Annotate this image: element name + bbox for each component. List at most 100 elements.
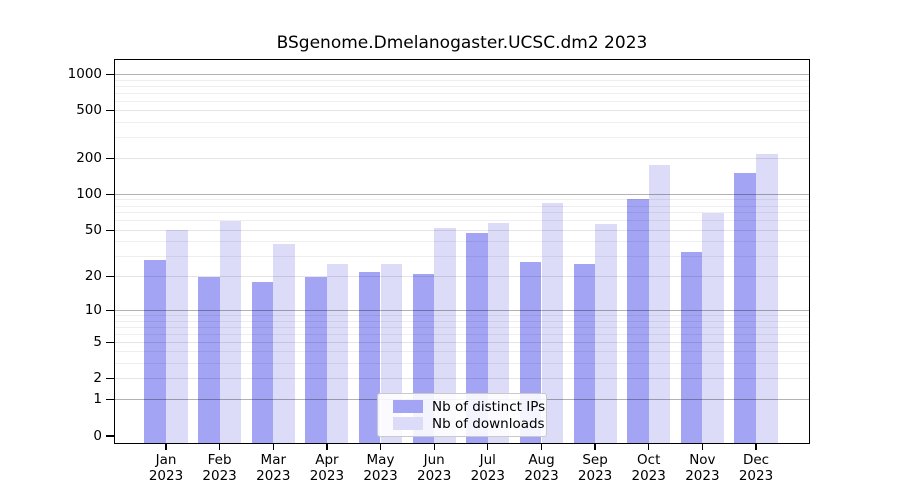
y-tick-label-500: 500 bbox=[76, 102, 102, 119]
grid-line-20 bbox=[114, 276, 810, 278]
y-tick-label-50: 50 bbox=[84, 221, 102, 238]
bar-distinct-ips-dec bbox=[734, 173, 756, 444]
x-tick-label-dec: Dec 2023 bbox=[738, 452, 774, 484]
grid-layer bbox=[114, 59, 810, 444]
grid-line-50 bbox=[114, 229, 810, 231]
bar-distinct-ips-jan bbox=[144, 259, 166, 444]
grid-line-100 bbox=[114, 194, 810, 195]
minor-grid-line-900 bbox=[114, 79, 810, 81]
x-tick-label-sep: Sep 2023 bbox=[577, 452, 613, 484]
y-tick-0 bbox=[106, 435, 114, 437]
bar-downloads-jul bbox=[487, 222, 510, 444]
bar-downloads-oct bbox=[648, 165, 671, 444]
bar-downloads-dec bbox=[756, 153, 778, 444]
minor-grid-line-30 bbox=[114, 255, 810, 257]
x-tick-label-jul: Jul 2023 bbox=[470, 452, 505, 484]
y-tick-100 bbox=[106, 193, 114, 196]
bar-distinct-ips-may bbox=[358, 271, 381, 444]
x-tick-label-mar: Mar 2023 bbox=[256, 452, 291, 484]
grid-line-1000 bbox=[114, 73, 810, 75]
bar-downloads-nov bbox=[702, 212, 724, 444]
downloads-swatch-icon bbox=[393, 417, 423, 430]
bar-distinct-ips-feb bbox=[198, 276, 220, 444]
legend-item-downloads: Nb of downloads bbox=[393, 415, 545, 432]
y-tick-1000 bbox=[106, 73, 114, 76]
bar-distinct-ips-mar bbox=[251, 281, 274, 444]
bar-downloads-jun bbox=[434, 228, 456, 444]
minor-grid-line-60 bbox=[114, 220, 810, 222]
minor-grid-line-400 bbox=[114, 121, 810, 123]
grid-line-200 bbox=[114, 158, 810, 159]
minor-grid-line-4 bbox=[114, 351, 810, 353]
minor-grid-line-300 bbox=[114, 136, 810, 138]
minor-grid-line-6 bbox=[114, 333, 810, 335]
legend-item-distinct-ips: Nb of distinct IPs bbox=[393, 398, 545, 415]
x-tick-sep bbox=[594, 444, 596, 450]
bar-distinct-ips-jul bbox=[466, 233, 488, 444]
legend: Nb of distinct IPs Nb of downloads bbox=[377, 393, 547, 437]
minor-grid-line-9 bbox=[114, 315, 810, 316]
bar-distinct-ips-oct bbox=[627, 199, 649, 444]
bar-distinct-ips-sep bbox=[573, 263, 596, 444]
x-tick-label-may: May 2023 bbox=[363, 452, 398, 484]
y-tick-label-1000: 1000 bbox=[67, 65, 102, 82]
bar-downloads-feb bbox=[219, 220, 242, 444]
y-tick-label-200: 200 bbox=[76, 150, 102, 166]
grid-line-5 bbox=[114, 341, 810, 343]
minor-grid-line-70 bbox=[114, 212, 810, 214]
y-tick-200 bbox=[106, 157, 114, 160]
x-tick-label-oct: Oct 2023 bbox=[631, 452, 666, 484]
legend-label-downloads: Nb of downloads bbox=[432, 415, 545, 432]
chart-title: BSgenome.Dmelanogaster.UCSC.dm2 2023 bbox=[276, 33, 648, 53]
y-tick-label-0: 0 bbox=[93, 427, 102, 444]
x-tick-label-apr: Apr 2023 bbox=[309, 452, 345, 484]
y-tick-label-20: 20 bbox=[84, 268, 102, 285]
x-tick-jan bbox=[165, 444, 167, 450]
x-tick-dec bbox=[755, 444, 757, 450]
y-tick-label-2: 2 bbox=[93, 370, 102, 386]
x-tick-oct bbox=[648, 444, 650, 450]
legend-label-distinct-ips: Nb of distinct IPs bbox=[432, 398, 546, 415]
bar-downloads-apr bbox=[326, 263, 349, 444]
x-tick-label-nov: Nov 2023 bbox=[685, 452, 720, 484]
y-tick-label-10: 10 bbox=[84, 302, 102, 318]
y-tick-label-1: 1 bbox=[93, 391, 102, 408]
minor-grid-line-80 bbox=[114, 205, 810, 207]
plot-area: Nb of distinct IPs Nb of downloads bbox=[114, 59, 810, 444]
minor-grid-line-7 bbox=[114, 326, 810, 328]
y-tick-20 bbox=[106, 276, 114, 278]
x-tick-aug bbox=[540, 444, 543, 450]
bar-downloads-mar bbox=[273, 244, 295, 444]
y-tick-500 bbox=[106, 110, 114, 112]
grid-line-10 bbox=[114, 310, 810, 311]
minor-grid-line-8 bbox=[114, 320, 810, 322]
bar-distinct-ips-apr bbox=[305, 276, 327, 444]
y-tick-50 bbox=[106, 229, 114, 231]
distinct-ips-swatch-icon bbox=[393, 400, 423, 413]
bar-distinct-ips-nov bbox=[680, 251, 703, 444]
bar-downloads-jan bbox=[166, 230, 188, 444]
x-tick-label-feb: Feb 2023 bbox=[202, 452, 237, 484]
x-tick-label-aug: Aug 2023 bbox=[524, 452, 559, 484]
x-tick-label-jan: Jan 2023 bbox=[148, 452, 184, 484]
x-tick-nov bbox=[701, 444, 704, 450]
y-tick-1 bbox=[106, 399, 114, 401]
minor-grid-line-800 bbox=[114, 85, 810, 87]
y-tick-2 bbox=[106, 377, 114, 380]
x-tick-feb bbox=[218, 444, 221, 450]
minor-grid-line-600 bbox=[114, 100, 810, 102]
x-tick-label-jun: Jun 2023 bbox=[417, 452, 452, 484]
x-tick-may bbox=[379, 444, 382, 450]
x-tick-jun bbox=[433, 444, 435, 450]
x-tick-apr bbox=[326, 444, 328, 450]
y-tick-5 bbox=[106, 341, 114, 343]
minor-grid-line-700 bbox=[114, 92, 810, 94]
bar-downloads-sep bbox=[595, 223, 617, 444]
grid-line-2 bbox=[114, 378, 810, 379]
grid-line-500 bbox=[114, 110, 810, 112]
bar-downloads-aug bbox=[541, 202, 564, 444]
x-tick-jul bbox=[487, 444, 489, 450]
minor-grid-line-90 bbox=[114, 199, 810, 201]
y-tick-10 bbox=[106, 309, 114, 312]
